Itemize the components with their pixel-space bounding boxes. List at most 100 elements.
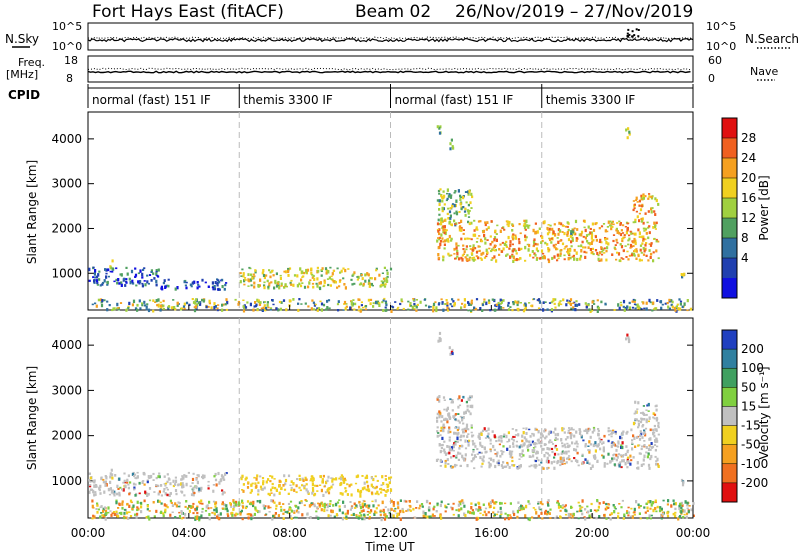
velocity-cell bbox=[116, 512, 119, 515]
velocity-cell bbox=[513, 512, 516, 517]
velocity-cell bbox=[148, 487, 152, 490]
velocity-cell bbox=[232, 499, 235, 503]
velocity-cell bbox=[575, 440, 578, 444]
power-cell bbox=[256, 309, 259, 312]
power-cell bbox=[461, 302, 464, 305]
velocity-cell bbox=[344, 491, 347, 493]
velocity-cell bbox=[298, 477, 302, 481]
velocity-cell bbox=[458, 447, 461, 450]
velocity-cell bbox=[645, 446, 648, 449]
power-cell bbox=[440, 298, 443, 301]
velocity-cell bbox=[163, 503, 166, 507]
velocity-cell bbox=[461, 418, 464, 422]
velocity-cell bbox=[157, 475, 160, 478]
velocity-cell bbox=[518, 445, 521, 449]
power-cell bbox=[297, 302, 300, 305]
velocity-cell bbox=[452, 449, 455, 452]
velocity-cell bbox=[271, 475, 274, 479]
power-cell bbox=[138, 282, 141, 285]
power-cell bbox=[386, 279, 389, 283]
velocity-cell bbox=[549, 508, 552, 511]
power-cell bbox=[263, 285, 266, 290]
velocity-cell bbox=[455, 454, 458, 458]
nsearch-tick-top: 10^5 bbox=[706, 20, 736, 33]
power-cell bbox=[536, 230, 539, 234]
velocity-cell bbox=[324, 504, 328, 506]
power-cell bbox=[462, 253, 465, 255]
power-cell bbox=[323, 284, 326, 287]
power-cell bbox=[328, 307, 331, 310]
power-cell bbox=[342, 267, 345, 270]
power-cell bbox=[645, 231, 648, 235]
power-cell bbox=[242, 305, 245, 308]
power-cell bbox=[218, 288, 221, 291]
power-cell bbox=[141, 302, 144, 305]
power-cell bbox=[647, 197, 650, 200]
velocity-cell bbox=[346, 511, 349, 515]
power-cell bbox=[523, 303, 526, 307]
power-cell bbox=[532, 298, 536, 300]
velocity-cell bbox=[198, 487, 201, 491]
power-cell bbox=[325, 308, 328, 311]
power-cell bbox=[257, 299, 260, 302]
power-cell bbox=[216, 309, 219, 312]
velocity-cell bbox=[609, 513, 612, 516]
power-cell bbox=[680, 273, 683, 276]
power-cell bbox=[639, 306, 642, 310]
velocity-cell bbox=[428, 506, 431, 510]
velocity-cell bbox=[471, 404, 474, 409]
velocity-cell bbox=[520, 456, 523, 458]
velocity-cell bbox=[368, 515, 371, 518]
power-cell bbox=[370, 282, 373, 286]
velocity-cell bbox=[602, 448, 605, 452]
velocity-cell bbox=[236, 503, 239, 507]
velocity-colorbar-tick-label: 200 bbox=[741, 342, 764, 356]
power-cell bbox=[299, 284, 303, 288]
velocity-cell bbox=[493, 513, 496, 517]
power-cell bbox=[643, 307, 646, 310]
power-cell bbox=[457, 298, 460, 301]
velocity-cell bbox=[335, 477, 338, 481]
power-cell bbox=[467, 203, 470, 207]
velocity-cell bbox=[152, 479, 155, 481]
velocity-cell bbox=[504, 517, 507, 521]
power-cell bbox=[669, 299, 672, 302]
power-cell bbox=[101, 281, 105, 284]
power-cell bbox=[490, 220, 493, 223]
power-cell bbox=[648, 193, 651, 195]
velocity-cell bbox=[656, 505, 659, 509]
velocity-cell bbox=[320, 502, 323, 505]
power-cell bbox=[500, 250, 504, 253]
velocity-cell bbox=[502, 450, 505, 453]
power-cell bbox=[597, 257, 600, 261]
velocity-cell bbox=[518, 464, 521, 469]
power-cell bbox=[539, 256, 542, 260]
power-cell bbox=[542, 308, 545, 312]
velocity-cell bbox=[147, 515, 150, 519]
velocity-cell bbox=[512, 439, 515, 442]
power-cell bbox=[287, 267, 290, 272]
velocity-cell bbox=[527, 500, 530, 503]
power-cell bbox=[139, 307, 142, 310]
velocity-cell bbox=[177, 501, 180, 504]
power-cell bbox=[617, 252, 621, 256]
power-cell bbox=[480, 252, 483, 256]
velocity-cell bbox=[217, 471, 220, 476]
power-cell bbox=[537, 307, 541, 309]
velocity-cell bbox=[525, 504, 528, 509]
power-cell bbox=[567, 238, 571, 242]
velocity-cell bbox=[504, 502, 507, 505]
power-cell bbox=[329, 284, 332, 287]
velocity-cell bbox=[554, 445, 557, 449]
velocity-cell bbox=[342, 478, 345, 482]
velocity-cell bbox=[457, 426, 460, 430]
power-cell bbox=[304, 302, 307, 305]
velocity-cell bbox=[597, 505, 600, 509]
velocity-cell bbox=[463, 504, 466, 508]
power-cell bbox=[378, 273, 381, 277]
velocity-cell bbox=[517, 501, 520, 504]
power-cell bbox=[221, 278, 224, 282]
velocity-cell bbox=[135, 477, 138, 480]
power-cell bbox=[480, 258, 483, 261]
